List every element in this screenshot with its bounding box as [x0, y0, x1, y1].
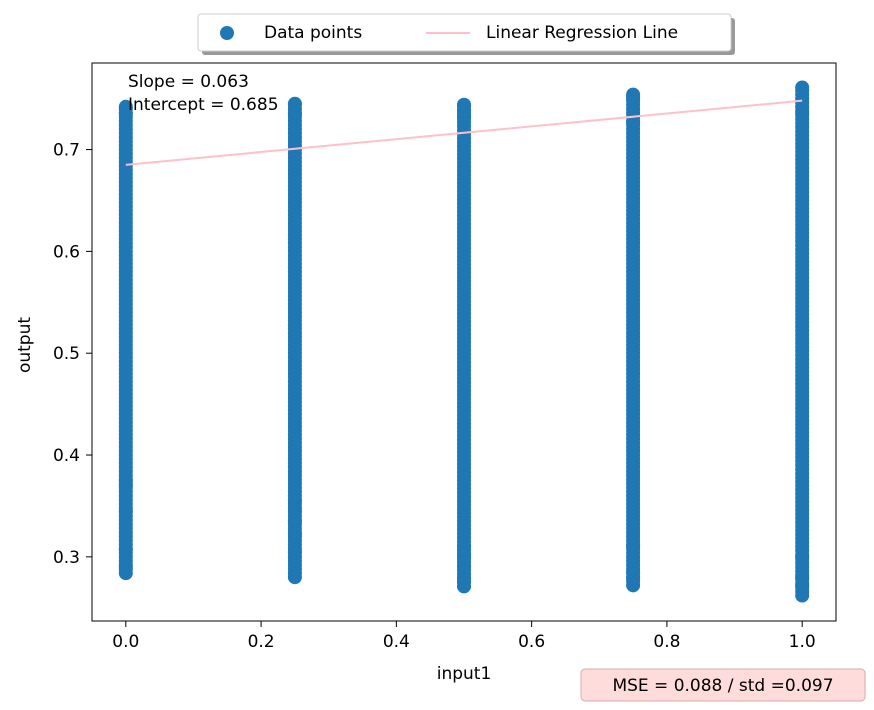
x-tick-label: 1.0 — [789, 632, 816, 652]
x-axis-label: input1 — [437, 664, 492, 684]
legend: Data points Linear Regression Line — [197, 13, 735, 55]
y-axis-label: output — [15, 317, 35, 373]
x-ticks: 0.0 0.2 0.4 0.6 0.8 1.0 — [112, 621, 816, 652]
y-tick-label: 0.6 — [53, 242, 80, 262]
y-tick-label: 0.5 — [53, 344, 80, 364]
data-point — [626, 87, 641, 102]
x-tick-label: 0.2 — [248, 632, 275, 652]
x-tick-label: 0.6 — [518, 632, 545, 652]
legend-label-data-points: Data points — [264, 23, 362, 43]
x-tick-label: 0.0 — [112, 632, 139, 652]
mse-box — [580, 668, 866, 702]
regression-line-layer — [125, 99, 803, 166]
intercept-annotation: Intercept = 0.685 — [128, 95, 279, 115]
data-point — [457, 97, 471, 112]
data-points-layer — [118, 80, 810, 603]
regression-line — [125, 99, 803, 166]
legend-label-regression-line: Linear Regression Line — [486, 23, 678, 43]
y-ticks: 0.3 0.4 0.5 0.6 0.7 — [53, 141, 92, 568]
legend-marker-data-points — [220, 26, 234, 40]
data-point — [287, 96, 302, 111]
data-point — [118, 99, 133, 114]
mse-annotation: MSE = 0.088 / std =0.097 — [612, 676, 833, 696]
y-tick-label: 0.4 — [53, 446, 80, 466]
slope-annotation: Slope = 0.063 — [128, 72, 249, 92]
x-tick-label: 0.8 — [653, 632, 680, 652]
x-tick-label: 0.4 — [383, 632, 410, 652]
y-tick-label: 0.7 — [53, 141, 80, 161]
y-tick-label: 0.3 — [53, 548, 80, 568]
data-point — [795, 80, 810, 95]
